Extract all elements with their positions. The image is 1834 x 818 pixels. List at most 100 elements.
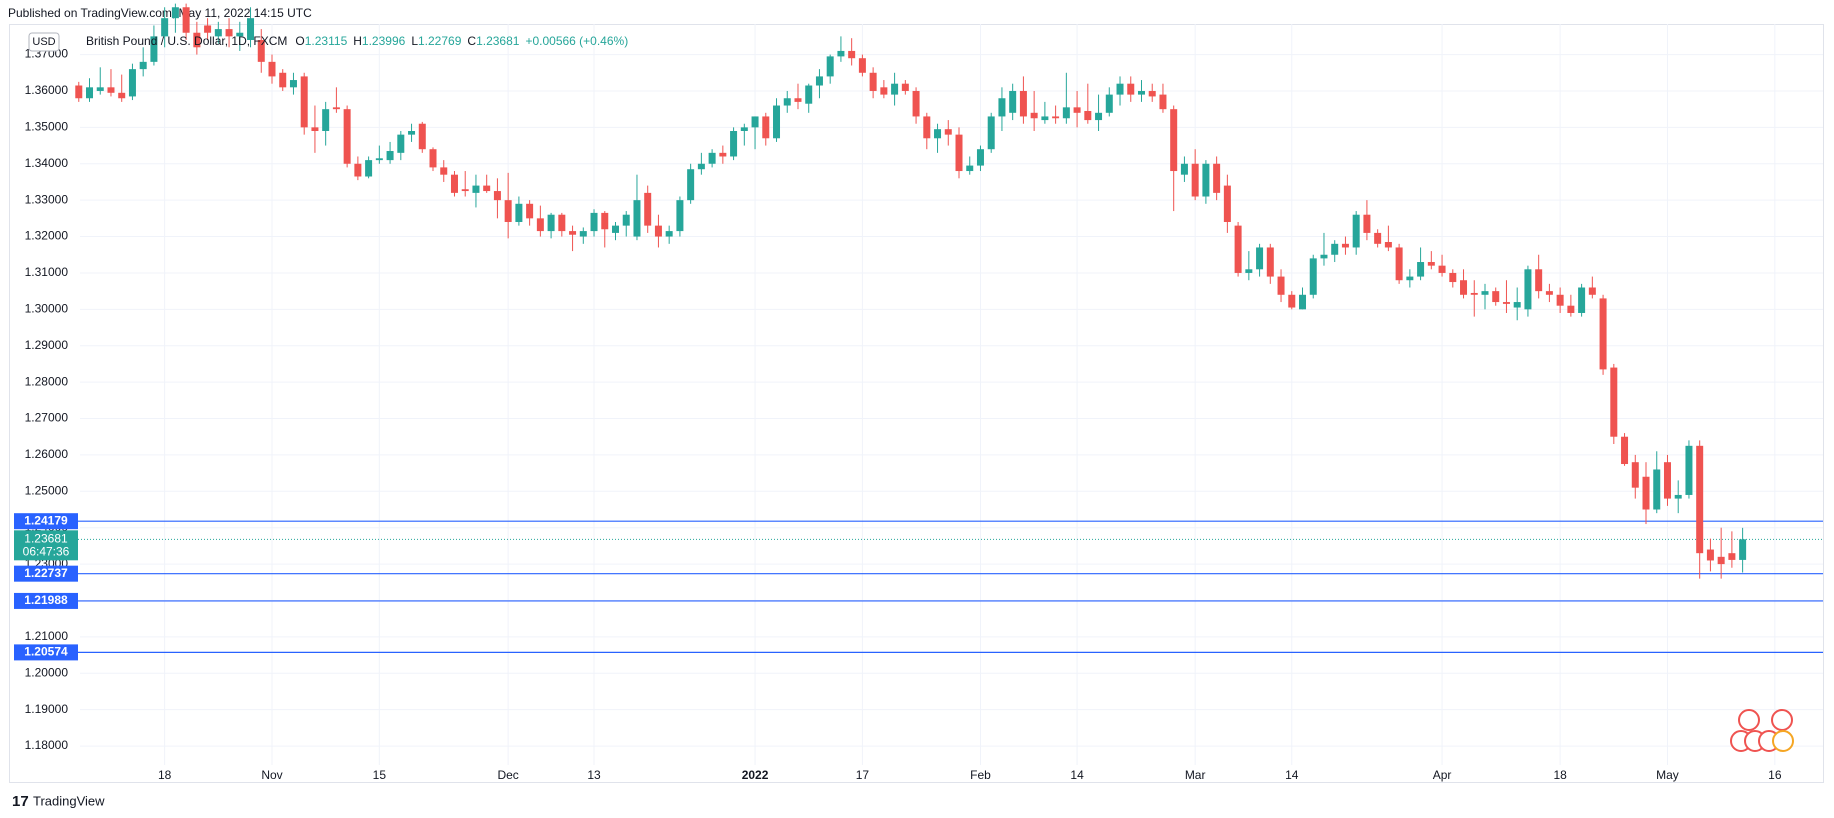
candle-body xyxy=(440,167,448,175)
candle-body xyxy=(1213,163,1221,193)
candle-body xyxy=(1470,292,1478,295)
x-tick-label: 18 xyxy=(158,768,172,782)
y-tick-label: 1.33000 xyxy=(25,192,69,206)
candle-body xyxy=(1299,294,1307,310)
candle-body xyxy=(300,76,308,128)
flag-icons xyxy=(1730,709,1794,752)
candle-body xyxy=(1728,553,1736,560)
candle-body xyxy=(268,61,276,77)
candle-body xyxy=(311,127,319,132)
candle-body xyxy=(526,203,534,219)
candle-body xyxy=(1556,294,1564,306)
candle-body xyxy=(719,152,727,157)
candle-body xyxy=(569,231,577,235)
flag-icon xyxy=(1738,709,1760,731)
candle-body xyxy=(1234,225,1242,273)
level-label: 1.22737 xyxy=(24,566,68,580)
candle-body xyxy=(1427,262,1435,266)
candle-body xyxy=(665,231,673,237)
candle-body xyxy=(386,151,394,161)
legend: British Pound / U.S. Dollar, 1D, FXCM O1.… xyxy=(86,34,628,48)
candle-body xyxy=(708,152,716,164)
y-tick-label: 1.30000 xyxy=(25,302,69,316)
candle-body xyxy=(1180,163,1188,175)
candle-body xyxy=(1256,247,1264,270)
candle-body xyxy=(504,200,512,222)
candle-body xyxy=(1363,214,1371,233)
candle-body xyxy=(644,192,652,226)
candle-body xyxy=(1309,258,1317,295)
candle-body xyxy=(773,105,781,139)
footer: TradingView xyxy=(33,793,105,808)
candle-body xyxy=(1374,232,1382,244)
y-tick-label: 1.28000 xyxy=(25,374,69,388)
y-tick-label: 1.35000 xyxy=(25,120,69,134)
currency-box[interactable] xyxy=(28,32,60,52)
candle-body xyxy=(1148,90,1156,97)
candle-body xyxy=(1621,436,1629,465)
y-tick-label: 1.26000 xyxy=(25,447,69,461)
candle-body xyxy=(966,165,974,172)
candle-body xyxy=(408,131,416,135)
legend-value: 1.23996 xyxy=(362,34,406,48)
candle-body xyxy=(1642,476,1650,510)
candle-body xyxy=(1460,280,1468,295)
candle-body xyxy=(826,56,834,77)
candle-body xyxy=(687,169,695,201)
candle-body xyxy=(1288,294,1296,308)
candle-body xyxy=(1095,112,1103,121)
x-tick-label: 13 xyxy=(587,768,601,782)
last-price-box xyxy=(14,530,78,561)
candle-body xyxy=(1019,90,1027,117)
candle-body xyxy=(279,72,287,88)
candle-body xyxy=(1492,291,1500,303)
candle-body xyxy=(472,185,480,193)
legend-change: +0.00566 (+0.46%) xyxy=(525,34,628,48)
candle-body xyxy=(171,7,179,19)
candle-body xyxy=(1513,302,1521,308)
candle-body xyxy=(1588,287,1596,295)
candle-body xyxy=(150,36,158,62)
x-tick-label: 15 xyxy=(373,768,387,782)
candle-body xyxy=(654,225,662,237)
legend-value: 1.23115 xyxy=(305,34,348,48)
candle-body xyxy=(1041,116,1049,121)
candle-body xyxy=(1320,254,1328,259)
y-tick-label: 1.20000 xyxy=(25,665,69,679)
x-tick-label: 17 xyxy=(856,768,870,782)
x-tick-label: Dec xyxy=(497,768,518,782)
candle-body xyxy=(429,149,437,168)
candle-body xyxy=(1352,214,1360,248)
candle-body xyxy=(461,189,469,192)
header: Published on TradingView.com, May 11, 20… xyxy=(8,6,312,20)
legend-value: 1.22769 xyxy=(418,34,462,48)
candle-body xyxy=(1105,94,1113,113)
x-tick-label: Feb xyxy=(970,768,991,782)
candle-body xyxy=(601,212,609,230)
candle-body xyxy=(397,134,405,153)
level-label-box xyxy=(14,513,78,530)
candle-body xyxy=(204,25,212,33)
x-tick-label: May xyxy=(1656,768,1679,782)
candle-body xyxy=(730,131,738,157)
candle-body xyxy=(1717,556,1725,565)
candle-body xyxy=(912,90,920,117)
candle-body xyxy=(515,203,523,222)
levels xyxy=(78,520,1823,653)
candle-body xyxy=(1073,107,1081,113)
candle-body xyxy=(858,58,866,73)
candle-body xyxy=(536,218,544,232)
candle-body xyxy=(161,18,169,37)
candle-body xyxy=(1631,462,1639,488)
candle-body xyxy=(1663,462,1671,499)
y-tick-label: 1.36000 xyxy=(25,83,69,97)
candle-body xyxy=(622,214,630,226)
level-label: 1.20574 xyxy=(24,645,68,659)
chart-frame xyxy=(9,24,1824,783)
candle-body xyxy=(1266,247,1274,277)
y-tick-label: 1.27000 xyxy=(25,411,69,425)
flag-icon xyxy=(1772,730,1794,752)
candle-body xyxy=(1739,539,1747,560)
